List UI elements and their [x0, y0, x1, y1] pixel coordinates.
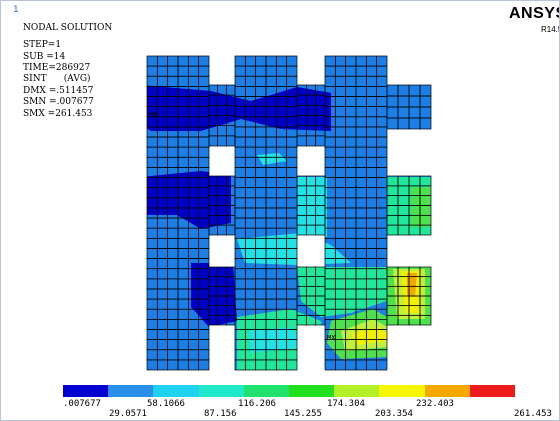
ansys-logo-text: ANSYS — [509, 5, 559, 22]
max-marker: MX — [327, 334, 336, 342]
legend-label-bottom-2: 87.156 — [204, 409, 237, 419]
info-step: STEP=1 — [23, 40, 62, 50]
legend-label-bottom-3: 145.255 — [284, 409, 322, 419]
mesh-element — [225, 224, 236, 236]
legend-label-top-3: 116.206 — [238, 399, 276, 409]
legend-band-10 — [469, 385, 516, 397]
mesh-element — [198, 359, 210, 371]
legend-band-9 — [424, 385, 470, 397]
window-number: 1 — [13, 5, 19, 15]
mesh-element — [315, 135, 326, 147]
info-sub: SUB =14 — [23, 52, 66, 62]
mesh-element — [419, 224, 432, 236]
min-marker: MN — [149, 111, 157, 119]
info-time: TIME=286927 — [23, 63, 91, 73]
mesh-element — [225, 314, 236, 326]
mesh-grid — [146, 55, 432, 371]
mesh-element — [419, 117, 432, 130]
info-dmx: DMX =.511457 — [23, 86, 94, 96]
legend-label-top-4: 174.304 — [327, 399, 365, 409]
legend-band-4 — [198, 385, 244, 397]
legend-label-top-2: 58.1066 — [147, 399, 185, 409]
solution-title: NODAL SOLUTION — [23, 23, 113, 33]
legend-band-7 — [334, 385, 380, 397]
legend-band-1 — [63, 385, 109, 397]
mesh-element — [419, 314, 432, 326]
contour-legend-bar — [63, 385, 516, 397]
mesh-element — [315, 314, 326, 326]
info-smn: SMN =.007677 — [23, 97, 94, 107]
legend-band-8 — [379, 385, 425, 397]
contour-fill — [147, 56, 431, 370]
mesh-element — [315, 224, 326, 236]
info-sint: SINT (AVG) — [23, 74, 91, 84]
legend-label-bottom-5: 261.453 — [514, 409, 552, 419]
legend-label-bottom-1: 29.0571 — [109, 409, 147, 419]
legend-band-6 — [289, 385, 335, 397]
mesh-element — [376, 359, 388, 371]
legend-label-top-1: .007677 — [63, 399, 101, 409]
mesh-element — [286, 359, 298, 371]
legend-label-bottom-4: 203.354 — [375, 409, 413, 419]
release-label: R14.5 — [541, 25, 559, 34]
legend-band-5 — [243, 385, 290, 397]
mesh-element — [225, 135, 236, 147]
legend-band-3 — [153, 385, 199, 397]
info-smx: SMX =261.453 — [23, 109, 93, 119]
legend-label-top-5: 232.403 — [416, 399, 454, 409]
legend-band-2 — [108, 385, 154, 397]
